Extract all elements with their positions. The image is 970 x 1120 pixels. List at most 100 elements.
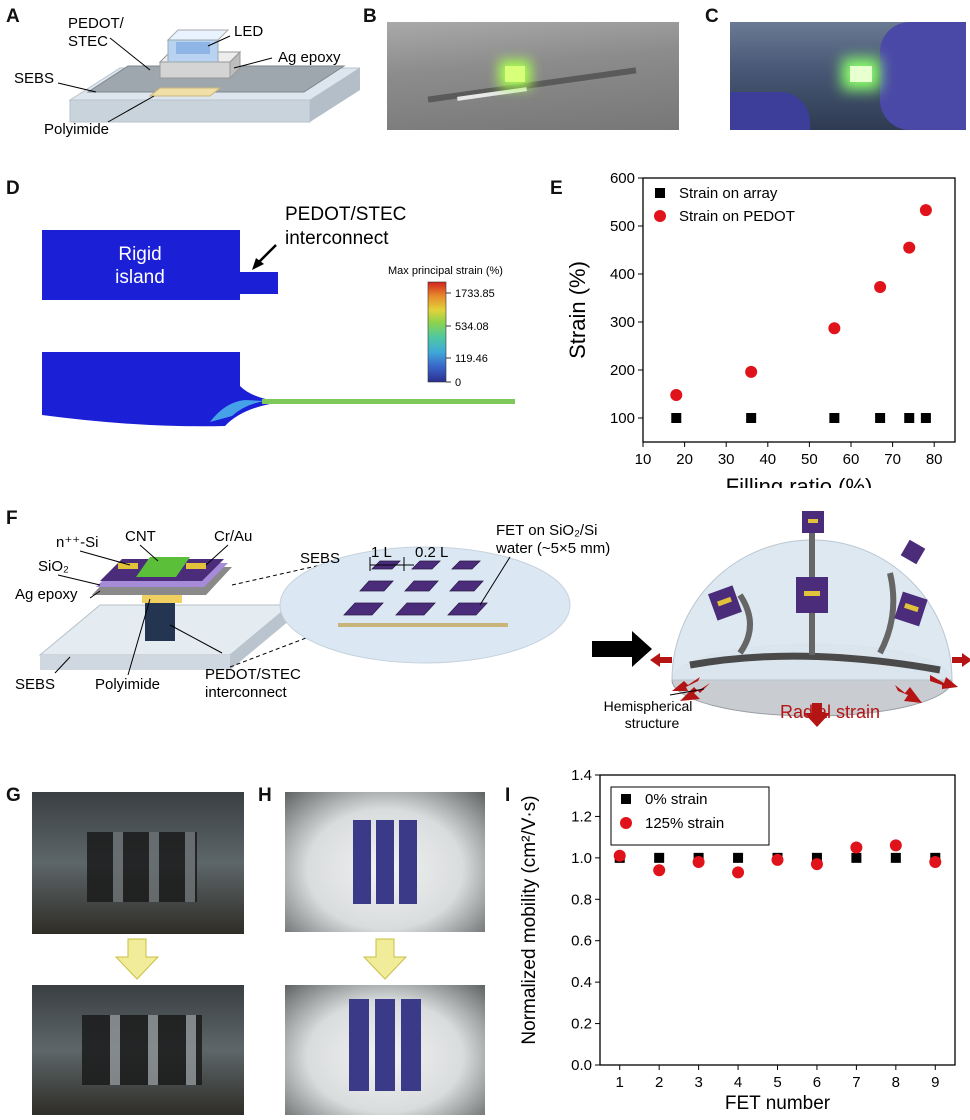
chart-e-strain-vs-filling: 10 20 30 40 50 60 70 80 100 200 300 400 500 600 Fillin… [565,170,956,488]
panel-label-h: H [258,785,272,806]
colorbar-tick-2: 534.08 [455,321,489,333]
chart-i-mobility: 1 2 3 4 5 6 7 8 9 0.0 0.2 0.4 0.6 0.8 1.0 1.2 1.4 FET num… [519,767,956,1114]
y-tick-label: 100 [610,410,635,427]
photo-h-after [285,985,485,1115]
photo-led-stretched-c [730,22,966,130]
label-polyimide-f: Polyimide [95,676,160,693]
y-axis-label: Normalized mobility (cm²/V·s) [519,795,540,1044]
x-tick-label: 8 [892,1074,900,1091]
panel-label-e: E [550,178,563,199]
colorbar-tick-max: 1733.85 [455,288,495,300]
data-point-circle [874,280,887,293]
legend-marker-square [621,794,631,804]
interconnect-label-1: PEDOT/STEC [285,204,406,225]
data-point-square [811,852,822,863]
label-n-si: n⁺⁺-Si [56,534,99,551]
x-tick-label: 80 [926,451,943,468]
x-axis-label: FET number [725,1093,831,1114]
panel-label-d: D [6,178,20,199]
x-tick-label: 60 [843,451,860,468]
x-tick-label: 50 [801,451,818,468]
label-ag-epoxy-f: Ag epoxy [15,586,78,603]
x-tick-label: 3 [694,1074,702,1091]
y-tick-label: 500 [610,218,635,235]
y-tick-label: 0.0 [571,1057,592,1074]
panel-d-simulation: Rigid island PEDOT/STEC interconnect Max… [42,204,515,427]
down-arrow-g-icon [114,938,160,980]
legend-box [610,786,770,846]
label-led: LED [234,23,263,40]
y-tick-label: 1.4 [571,767,592,784]
data-point-circle [903,241,916,254]
panel-label-i: I [505,785,511,806]
x-tick-label: 9 [931,1074,939,1091]
y-tick-label: 300 [610,314,635,331]
label-hemi-2: structure [625,715,680,731]
x-tick-label: 7 [852,1074,860,1091]
data-point-circle [919,204,932,217]
y-tick-label: 600 [610,170,635,187]
photo-g-after [32,985,244,1115]
legend-label: Strain on array [679,185,778,202]
label-cnt: CNT [125,528,156,545]
data-point-square [904,413,915,423]
data-point-circle [745,365,758,378]
colorbar-tick-3: 119.46 [455,353,488,365]
data-point-square [920,413,931,423]
x-tick-label: 40 [759,451,776,468]
data-point-square [890,852,901,863]
legend-marker-circle [620,817,632,829]
panel-label-a: A [6,6,20,27]
label-polyimide-a: Polyimide [44,121,109,138]
panel-label-b: B [363,6,377,27]
panel-f-schematic: n⁺⁺-Si CNT Cr/Au SiO₂ Ag epoxy SEBS Poly… [15,511,970,731]
x-tick-label: 10 [635,451,652,468]
photo-led-stretched-b [387,22,679,130]
label-sebs-array: SEBS [300,550,340,567]
data-point-square [851,852,862,863]
label-stec: STEC [68,33,108,50]
label-sio2: SiO₂ [38,558,69,575]
x-tick-label: 5 [773,1074,781,1091]
label-ag-epoxy-a: Ag epoxy [278,49,341,66]
label-fet-1: FET on SiO₂/Si [496,522,597,539]
legend-label: 0% strain [645,791,708,808]
x-tick-label: 70 [884,451,901,468]
label-sebs-a: SEBS [14,70,54,87]
x-tick-label: 20 [676,451,693,468]
label-sebs-f: SEBS [15,676,55,693]
panel-label-g: G [6,785,21,806]
interconnect-label-2: interconnect [285,228,389,249]
arrows-g-h [114,938,408,980]
x-tick-label: 30 [718,451,735,468]
data-point-square [746,413,757,423]
photo-g-before [32,792,244,934]
data-point-circle [828,322,841,335]
colorbar-tick-min: 0 [455,377,461,389]
label-radial-strain: Radial strain [780,702,880,722]
legend-label: 125% strain [645,815,724,832]
data-point-circle [692,856,705,868]
y-tick-label: 200 [610,362,635,379]
y-tick-label: 0.4 [571,974,592,991]
data-point-square [733,852,744,863]
island-label-1: Rigid [118,244,161,265]
y-axis-label: Strain (%) [565,261,590,359]
label-pedot-f-1: PEDOT/STEC [205,666,301,683]
x-axis-label: Filling ratio (%) [726,474,873,488]
data-point-circle [850,841,863,854]
colorbar-title: Max principal strain (%) [388,265,503,277]
x-tick-label: 1 [616,1074,624,1091]
data-point-square [671,413,682,423]
data-point-circle [771,853,784,866]
data-point-square [654,852,665,863]
y-tick-label: 1.0 [571,850,592,867]
legend-label: Strain on PEDOT [679,208,795,225]
legend-marker-square [655,188,665,198]
y-tick-label: 0.8 [571,891,592,908]
panel-label-c: C [705,6,719,27]
panel-a-schematic: PEDOT/ STEC LED Ag epoxy SEBS Polyimide [14,15,360,138]
y-tick-label: 0.6 [571,933,592,950]
label-pedot-f-2: interconnect [205,684,288,701]
label-cr-au: Cr/Au [214,528,252,545]
